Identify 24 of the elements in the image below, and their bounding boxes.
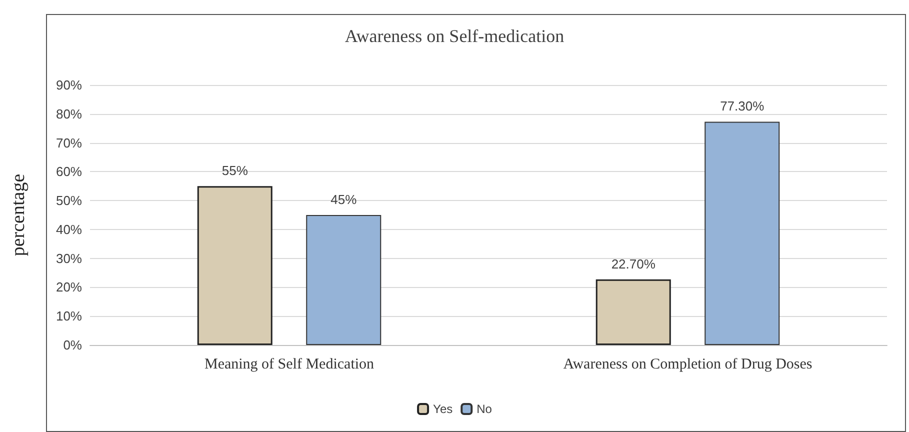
y-tick-label: 40%: [56, 222, 82, 237]
y-tick-label: 60%: [56, 164, 82, 180]
y-tick-label: 30%: [56, 250, 82, 266]
bar: [197, 186, 272, 345]
y-tick-label: 70%: [56, 135, 82, 150]
bar: [306, 215, 382, 345]
y-tick-label: 0%: [63, 338, 82, 352]
legend-label: No: [476, 402, 492, 416]
legend-label: Yes: [433, 402, 453, 416]
y-tick-label: 90%: [56, 78, 82, 92]
data-label: 55%: [222, 163, 248, 178]
chart-title: Awareness on Self-medication: [344, 26, 564, 46]
x-tick-label: Meaning of Self Medication: [204, 356, 375, 372]
data-label: 22.70%: [611, 256, 656, 272]
y-axis-title: percentage: [8, 174, 29, 256]
y-tick-label: 50%: [56, 193, 82, 208]
data-label: 77.30%: [720, 98, 765, 114]
y-tick-label: 80%: [56, 106, 82, 122]
bar: [704, 122, 780, 345]
y-tick-label: 20%: [56, 280, 82, 295]
y-tick-label: 10%: [56, 308, 82, 324]
x-tick-label: Awareness on Completion of Drug Doses: [563, 356, 812, 372]
data-label: 45%: [330, 192, 358, 207]
bar: [596, 279, 671, 345]
